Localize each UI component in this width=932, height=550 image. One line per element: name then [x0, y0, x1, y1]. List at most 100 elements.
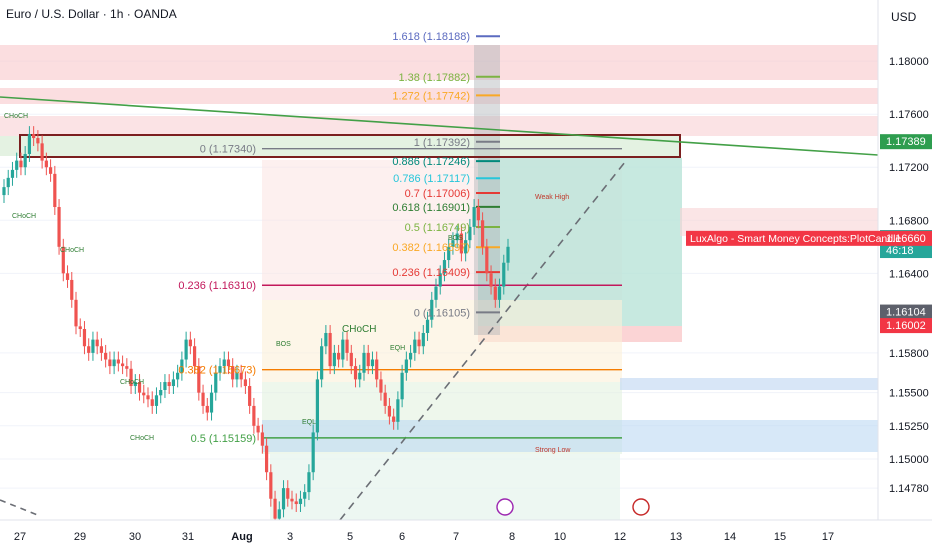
candle-body: [260, 432, 264, 446]
fib-label: 0.5 (1.15159): [191, 433, 256, 445]
fib-ext-label: 0.7 (1.17006): [405, 188, 470, 200]
price-tick: 1.17600: [889, 109, 929, 121]
candle-body: [243, 379, 248, 387]
candle-body: [137, 382, 142, 393]
fib-ext-label: 1 (1.17392): [414, 137, 470, 149]
price-tick: 1.16800: [889, 215, 929, 227]
fib-ext-label: 0 (1.16105): [414, 307, 470, 319]
candle-body: [417, 339, 421, 347]
dashed-trend-line: [339, 161, 626, 521]
price-tick: 1.16400: [889, 268, 929, 280]
candle-body: [438, 273, 442, 287]
candle-body: [273, 498, 277, 519]
time-tick: 7: [453, 531, 459, 543]
candle-body: [506, 246, 510, 263]
price-label: 1.16660: [886, 233, 926, 245]
candle-body: [430, 299, 434, 320]
candle-body: [472, 207, 476, 227]
candle-body: [70, 279, 74, 300]
candle-body: [442, 260, 447, 274]
candle-body: [201, 392, 205, 406]
smc-annotation: EQH: [390, 345, 405, 352]
time-axis-bg: [0, 520, 932, 550]
candle-body: [485, 246, 489, 274]
price-label-bg: [880, 318, 932, 334]
price-tick: 1.15000: [889, 454, 929, 466]
candle-body: [294, 501, 298, 505]
zone: [0, 88, 878, 104]
candle-body: [290, 498, 294, 502]
time-tick: 5: [347, 531, 353, 543]
candle-body: [180, 359, 184, 373]
candle-body: [324, 332, 328, 347]
fib-ext-label: 0.382 (1.16597): [392, 242, 470, 254]
smc-annotation: CHoCH: [342, 324, 376, 335]
candle-body: [366, 352, 370, 367]
candle-body: [87, 346, 91, 353]
smc-annotation: CHoCH: [120, 379, 144, 386]
candle-body: [447, 246, 451, 261]
candle-body: [375, 359, 379, 380]
candle-body: [104, 352, 108, 360]
candle-body: [303, 492, 307, 499]
smc-annotation: Strong Low: [535, 447, 571, 454]
candle-body: [57, 207, 61, 247]
zone: [262, 420, 878, 452]
candle-body: [163, 382, 167, 391]
indicator-label-bg: [686, 230, 880, 246]
candle-body: [226, 359, 231, 367]
fib-ext-label: 0.886 (1.17246): [392, 156, 470, 168]
price-label-bg: [880, 134, 932, 150]
candle-body: [218, 366, 222, 373]
candle-body: [358, 372, 362, 380]
price-tick: 1.18000: [889, 56, 929, 68]
candle-body: [120, 363, 125, 367]
smc-annotation: CHoCH: [4, 113, 28, 120]
price-tick: 1.15500: [889, 388, 929, 400]
candle-body: [392, 416, 396, 422]
candle-body: [171, 379, 176, 387]
smc-annotation: CHoCH: [12, 213, 36, 220]
time-tick: 14: [724, 531, 736, 543]
candle-body: [91, 339, 95, 353]
candle-body: [476, 207, 480, 221]
candle-body: [239, 372, 243, 380]
time-tick: 17: [822, 531, 834, 543]
candle-body: [108, 359, 112, 367]
candle-body: [286, 488, 290, 499]
fib-ext-label: 1.38 (1.17882): [398, 72, 470, 84]
candle-body: [332, 352, 336, 367]
price-label: 1.16002: [886, 320, 926, 332]
candle-body: [315, 379, 320, 433]
time-tick: 12: [614, 531, 626, 543]
candle-body: [197, 366, 201, 393]
zone: [620, 378, 878, 390]
candle-body: [61, 246, 65, 274]
candle-body: [320, 346, 324, 380]
price-tick: 1.17200: [889, 162, 929, 174]
candle-body: [252, 405, 256, 426]
lightning-event-icon: [496, 498, 514, 516]
countdown-label: 46:18: [886, 245, 914, 257]
candle-body: [205, 405, 209, 413]
candle-body: [209, 392, 214, 413]
trend-line: [0, 96, 879, 156]
candle-body: [32, 134, 36, 139]
candle-body: [44, 160, 48, 168]
candle-body: [133, 382, 137, 387]
symbol-title[interactable]: Euro / U.S. Dollar · 1h · OANDA: [6, 7, 177, 21]
candle-body: [74, 299, 78, 327]
candle-body: [269, 472, 273, 499]
fib-ext-label: 0.5 (1.16749): [405, 222, 470, 234]
candle-body: [23, 153, 27, 168]
candle-body: [154, 395, 159, 406]
candle-body: [10, 169, 15, 178]
candle-body: [349, 352, 353, 367]
fib-label: 0 (1.17340): [200, 144, 256, 156]
time-tick: 29: [74, 531, 86, 543]
candle-body: [146, 395, 150, 400]
candle-body: [167, 382, 171, 387]
candle-body: [459, 233, 464, 254]
price-tick: 1.15800: [889, 348, 929, 360]
